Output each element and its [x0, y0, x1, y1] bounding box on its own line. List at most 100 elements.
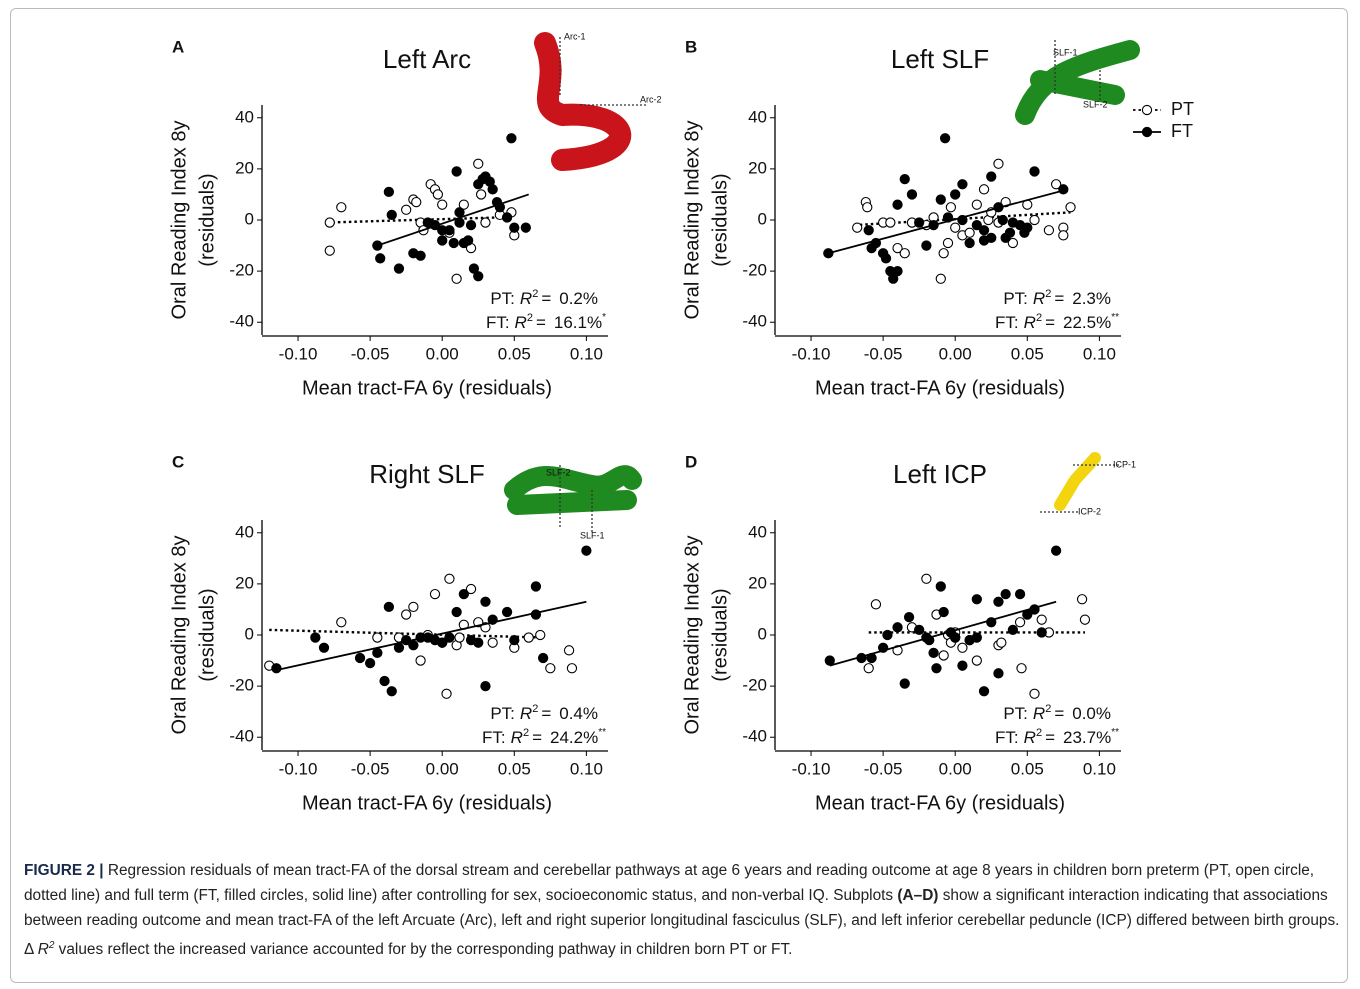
y-tick-label: -20	[229, 676, 254, 695]
point	[866, 652, 877, 664]
r2-stat: R	[520, 704, 532, 723]
point	[336, 202, 347, 213]
point	[852, 222, 863, 233]
r2-annotation: PT: R2 = 0.4%	[490, 703, 598, 724]
y-tick-label: 40	[235, 107, 254, 126]
point	[364, 657, 376, 669]
point	[1022, 609, 1033, 620]
r2-stat: R	[1024, 313, 1036, 332]
y-tick-label: -40	[742, 312, 767, 331]
point	[501, 606, 513, 618]
x-axis-label: Mean tract-FA 6y (residuals)	[302, 792, 552, 814]
point	[1065, 202, 1076, 213]
point	[383, 186, 395, 198]
point	[324, 245, 335, 256]
x-tick-label: -0.05	[351, 344, 390, 363]
r2-value: 0.0%	[1072, 704, 1111, 723]
point	[429, 219, 441, 231]
r2-power: 2	[532, 288, 538, 300]
point	[454, 217, 465, 228]
tract-label: SLF-1	[580, 530, 605, 540]
point	[473, 158, 484, 169]
y-axis-label: Oral Reading Index 8y	[168, 535, 190, 734]
point	[870, 599, 882, 610]
point	[429, 588, 441, 600]
x-tick-label: -0.10	[792, 344, 831, 363]
point	[914, 624, 925, 636]
tract-shape	[504, 465, 642, 515]
point	[892, 242, 903, 254]
point	[942, 212, 954, 223]
point	[480, 680, 491, 692]
point	[411, 196, 422, 208]
point	[537, 652, 549, 664]
point	[1000, 588, 1011, 600]
point	[458, 588, 469, 600]
point	[957, 179, 968, 190]
point	[401, 204, 412, 215]
point	[938, 606, 949, 618]
point	[386, 686, 397, 697]
point	[892, 199, 903, 210]
x-tick-label: -0.10	[279, 759, 318, 778]
point	[862, 202, 873, 213]
point	[986, 171, 997, 182]
y-tick-label: 0	[245, 624, 254, 643]
x-tick-label: 0.10	[1083, 344, 1116, 363]
tract-label: SLF-1	[1053, 47, 1078, 57]
point	[1022, 222, 1033, 233]
point	[581, 545, 592, 556]
x-tick-label: -0.05	[864, 344, 903, 363]
chart-title: Left Arc	[383, 44, 471, 74]
point	[494, 202, 506, 213]
point	[964, 227, 975, 238]
point	[1004, 227, 1016, 238]
r2-power: 2	[523, 727, 529, 739]
y-tick-label: 0	[758, 209, 767, 228]
x-tick-label: -0.10	[279, 344, 318, 363]
point	[892, 622, 903, 633]
point	[386, 209, 397, 221]
point	[921, 240, 932, 251]
point	[993, 202, 1004, 213]
r2-equals: =	[1045, 728, 1055, 747]
point	[441, 688, 452, 699]
point	[451, 166, 462, 177]
r2-stat: R	[1024, 728, 1036, 747]
point	[892, 265, 903, 277]
r2-value: 22.5%	[1063, 313, 1111, 332]
point	[1058, 230, 1069, 241]
chart-title: Left SLF	[891, 44, 989, 74]
point	[1029, 604, 1040, 615]
r2-annotation: FT: R2 = 22.5%**	[995, 312, 1119, 333]
point	[451, 606, 462, 618]
y-axis-label: Oral Reading Index 8y	[681, 120, 703, 319]
point	[928, 219, 939, 231]
point	[415, 250, 426, 261]
tract-label: ICP-2	[1078, 506, 1101, 516]
y-tick-label: -20	[742, 261, 767, 280]
point	[324, 217, 335, 228]
point	[993, 158, 1004, 169]
point	[475, 189, 487, 200]
x-axis-label: Mean tract-FA 6y (residuals)	[815, 792, 1065, 814]
caption-text: Regression residuals of mean tract-FA of…	[24, 862, 1315, 904]
point	[856, 652, 867, 664]
point	[354, 652, 366, 664]
point	[437, 235, 448, 246]
point	[530, 609, 542, 620]
point	[1079, 614, 1091, 625]
fit-line	[269, 628, 544, 639]
y-axis-label: (residuals)	[196, 173, 218, 266]
point	[1050, 545, 1062, 556]
point	[823, 248, 834, 259]
y-tick-label: 0	[758, 624, 767, 643]
point	[993, 596, 1004, 607]
point	[545, 663, 556, 674]
y-axis-label: (residuals)	[196, 588, 218, 681]
point	[393, 642, 405, 653]
y-tick-label: -20	[742, 676, 767, 695]
x-axis-label: Mean tract-FA 6y (residuals)	[302, 377, 552, 399]
fit-line	[326, 216, 500, 224]
